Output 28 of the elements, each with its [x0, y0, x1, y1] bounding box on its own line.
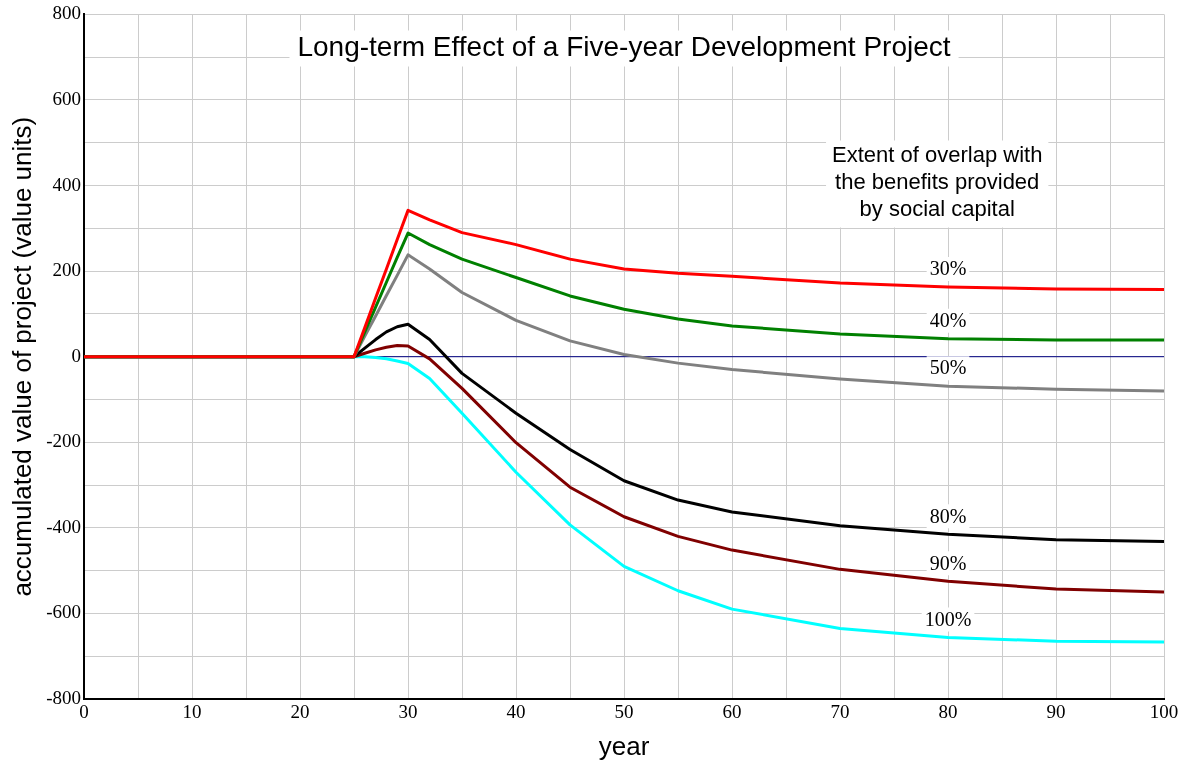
- text: Long-term Effect of a Five-year Development Project: [297, 31, 951, 63]
- y-tick-label: -400: [46, 515, 82, 537]
- x-axis-title: year: [598, 730, 650, 761]
- y-tick-label: 400: [52, 173, 82, 195]
- y-tick-label: 0: [71, 344, 82, 366]
- y-tick-label: 600: [52, 87, 82, 109]
- y-tick-label: -200: [46, 430, 82, 452]
- y-tick-label: -600: [46, 601, 82, 623]
- x-tick-label: 90: [1046, 701, 1066, 723]
- x-tick-label: 30: [398, 701, 418, 723]
- y-axis-title: accumulated value of project (value units): [6, 116, 37, 597]
- x-tick-label: 60: [722, 701, 742, 723]
- x-tick-label: 80: [938, 701, 958, 723]
- x-tick-label: 70: [830, 701, 850, 723]
- x-tick-label: 40: [506, 701, 526, 723]
- series-label: 90%: [929, 551, 967, 574]
- x-tick-label: 20: [290, 701, 310, 723]
- series-label: 50%: [929, 356, 967, 379]
- series-label: 30%: [929, 257, 967, 280]
- y-tick-label: 200: [52, 259, 82, 281]
- series-label: 100%: [924, 607, 972, 630]
- series-label: 80%: [929, 504, 967, 527]
- y-tick-label: 800: [52, 2, 82, 24]
- legend-title: Extent of overlap with the benefits provided by social capital: [832, 142, 1043, 222]
- x-tick-label: 50: [614, 701, 634, 723]
- x-tick-label: 100: [1149, 701, 1179, 723]
- series-label: 40%: [929, 308, 967, 331]
- x-tick-label: 10: [182, 701, 202, 723]
